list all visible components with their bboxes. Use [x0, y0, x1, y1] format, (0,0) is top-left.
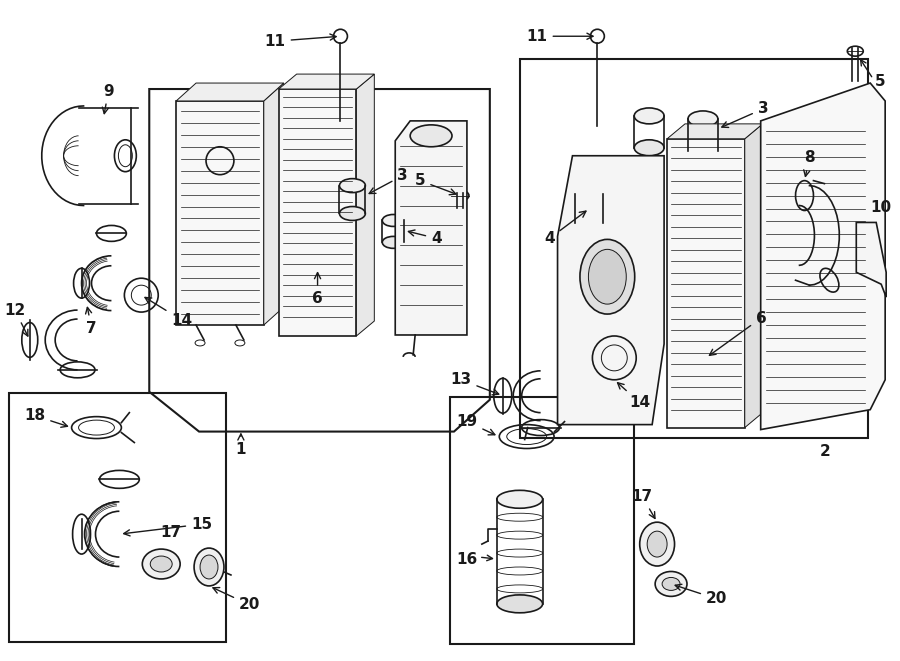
Text: 13: 13	[450, 372, 499, 395]
Bar	[450, 397, 634, 644]
Polygon shape	[745, 124, 762, 428]
Text: 14: 14	[145, 297, 193, 328]
Text: 3: 3	[369, 168, 408, 194]
Ellipse shape	[142, 549, 180, 579]
Text: 14: 14	[617, 383, 651, 410]
Polygon shape	[760, 83, 886, 430]
Bar	[176, 101, 264, 325]
Text: 10: 10	[870, 200, 892, 215]
Text: 11: 11	[526, 28, 593, 44]
Ellipse shape	[339, 206, 365, 221]
Polygon shape	[856, 223, 886, 297]
Ellipse shape	[688, 143, 718, 159]
Ellipse shape	[688, 111, 718, 127]
Ellipse shape	[655, 572, 687, 596]
Text: 7: 7	[86, 307, 97, 336]
Text: 20: 20	[213, 588, 260, 612]
Polygon shape	[395, 121, 467, 335]
Text: 17: 17	[160, 525, 182, 539]
Text: 2: 2	[820, 444, 831, 459]
Polygon shape	[557, 156, 664, 424]
Text: 6: 6	[312, 272, 323, 305]
Text: 4: 4	[409, 230, 442, 246]
Text: 1: 1	[236, 434, 246, 457]
Polygon shape	[279, 74, 374, 89]
Text: 4: 4	[544, 211, 586, 246]
Bar	[667, 139, 745, 428]
Ellipse shape	[575, 216, 603, 231]
Bar	[519, 59, 868, 438]
Polygon shape	[176, 83, 284, 101]
Text: 3: 3	[722, 101, 769, 128]
Ellipse shape	[451, 190, 469, 201]
Ellipse shape	[640, 522, 675, 566]
Text: 6: 6	[709, 311, 767, 356]
Text: 15: 15	[123, 517, 212, 536]
Ellipse shape	[339, 178, 365, 192]
Ellipse shape	[194, 548, 224, 586]
Text: 18: 18	[24, 408, 68, 427]
Text: 9: 9	[103, 83, 113, 114]
Ellipse shape	[634, 108, 664, 124]
Bar	[279, 89, 356, 336]
Text: 16: 16	[456, 551, 478, 566]
Ellipse shape	[410, 125, 452, 147]
Ellipse shape	[575, 186, 603, 201]
Ellipse shape	[662, 578, 680, 590]
Ellipse shape	[200, 555, 218, 579]
Ellipse shape	[647, 531, 667, 557]
Text: 17: 17	[632, 488, 655, 518]
Text: 12: 12	[4, 303, 28, 336]
Ellipse shape	[580, 239, 634, 314]
Text: 11: 11	[265, 34, 336, 49]
Ellipse shape	[497, 595, 543, 613]
Text: 19: 19	[456, 414, 495, 435]
Text: 5: 5	[415, 173, 456, 195]
Ellipse shape	[589, 249, 626, 304]
Text: 5: 5	[875, 73, 886, 89]
Text: 8: 8	[804, 150, 814, 176]
Ellipse shape	[634, 140, 664, 156]
Ellipse shape	[382, 214, 404, 227]
Ellipse shape	[150, 556, 172, 572]
Polygon shape	[356, 74, 374, 336]
Polygon shape	[264, 83, 284, 325]
Ellipse shape	[382, 237, 404, 249]
Text: 20: 20	[675, 584, 727, 606]
Polygon shape	[667, 124, 762, 139]
Ellipse shape	[847, 46, 863, 56]
Bar	[9, 393, 226, 642]
Ellipse shape	[497, 490, 543, 508]
